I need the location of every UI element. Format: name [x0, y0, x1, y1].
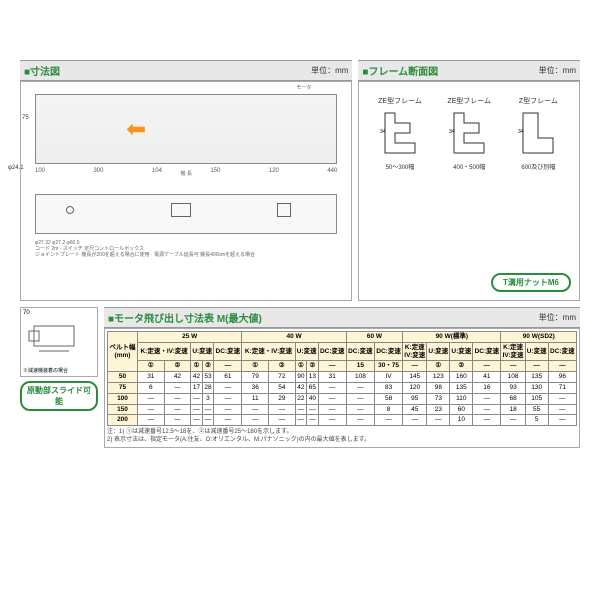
- table-unit: 単位：mm: [539, 312, 576, 323]
- svg-text:34: 34: [518, 129, 524, 135]
- top-view: [35, 194, 337, 234]
- side-view: ⬅ 75 φ24.1: [35, 94, 337, 164]
- slide-note: 原動部スライド可能: [20, 381, 98, 411]
- profile-z: Z型フレーム 34 600及び別幅: [513, 96, 563, 171]
- table-title: ■モータ飛び出し寸法表 M(最大値): [108, 310, 262, 325]
- profile-ze1: ZE型フレーム 34 50～300幅: [375, 96, 425, 171]
- detail-figure: 70 ※減速機装着の場合: [20, 307, 98, 377]
- frame-section-body: ZE型フレーム 34 50～300幅 ZE型フレーム 34 400・500幅 Z…: [358, 81, 580, 301]
- dim-title: ■寸法図: [24, 63, 60, 78]
- motor-table: ベルト幅(mm) 25 W 40 W 60 W 90 W(標準) 90 W(SD…: [107, 331, 577, 426]
- dim-unit: 単位：mm: [311, 65, 348, 76]
- frame-title: ■フレーム断面図: [362, 63, 438, 78]
- table-notes: 注：1) ①は減速番号12.5～18を、②は減速番号25～180を示します。 2…: [107, 429, 577, 445]
- dimension-drawing: モータ ⬅ 75 φ24.1 機 長 100300104150120440 φ2…: [20, 81, 352, 301]
- svg-text:34: 34: [380, 129, 386, 135]
- belt-header: ベルト幅(mm): [108, 332, 138, 372]
- svg-text:34: 34: [449, 129, 455, 135]
- tnut-label: T溝用ナットM6: [491, 273, 571, 292]
- direction-arrow: ⬅: [126, 115, 146, 144]
- profile-ze2: ZE型フレーム 34 400・500幅: [444, 96, 494, 171]
- frame-unit: 単位：mm: [539, 65, 576, 76]
